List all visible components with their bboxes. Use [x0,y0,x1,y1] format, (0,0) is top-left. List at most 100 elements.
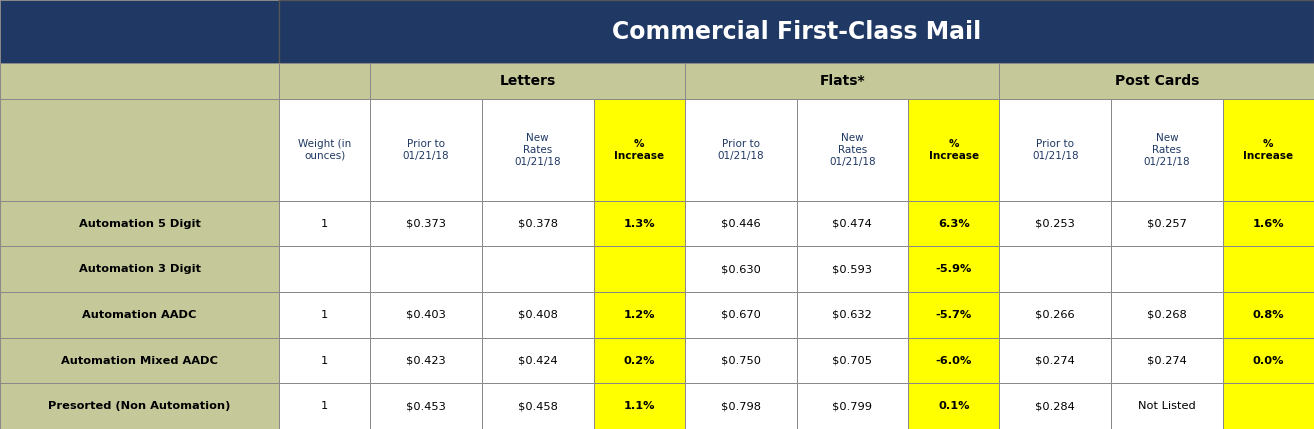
Bar [796,246,908,292]
Text: $0.630: $0.630 [721,264,761,274]
Bar [685,246,796,292]
Bar [908,201,1000,246]
Text: $0.284: $0.284 [1035,401,1075,411]
Bar [685,384,796,429]
Bar [796,338,908,384]
Bar [0,292,279,338]
Text: Prior to
01/21/18: Prior to 01/21/18 [1031,139,1079,161]
Text: $0.799: $0.799 [832,401,872,411]
Bar [1000,292,1112,338]
Bar [0,63,279,99]
Bar [1112,246,1223,292]
Bar [0,246,279,292]
Bar [594,338,685,384]
Text: $0.750: $0.750 [720,356,761,366]
Text: Automation 5 Digit: Automation 5 Digit [79,219,201,229]
Bar [279,292,371,338]
Bar [908,99,1000,201]
Text: $0.446: $0.446 [721,219,761,229]
Text: -5.7%: -5.7% [936,310,972,320]
Text: $0.798: $0.798 [720,401,761,411]
Text: 1: 1 [321,219,328,229]
Bar [279,99,371,201]
Bar [594,292,685,338]
Text: Presorted (Non Automation): Presorted (Non Automation) [49,401,231,411]
Text: $0.453: $0.453 [406,401,445,411]
Text: $0.632: $0.632 [833,310,872,320]
Bar [371,292,482,338]
Bar [594,99,685,201]
Text: 0.8%: 0.8% [1252,310,1284,320]
Bar [594,201,685,246]
Bar [371,246,482,292]
Bar [0,201,279,246]
Text: -6.0%: -6.0% [936,356,972,366]
Text: 1: 1 [321,401,328,411]
Text: $0.268: $0.268 [1147,310,1187,320]
Text: $0.458: $0.458 [518,401,557,411]
Bar [908,246,1000,292]
Text: Not Listed: Not Listed [1138,401,1196,411]
Bar [1223,99,1314,201]
Bar [685,99,796,201]
Text: $0.593: $0.593 [832,264,872,274]
Bar [908,384,1000,429]
Bar [685,63,1000,99]
Bar [1223,384,1314,429]
Bar [0,384,279,429]
Text: 1.3%: 1.3% [623,219,656,229]
Text: 1: 1 [321,356,328,366]
Text: 1.1%: 1.1% [624,401,654,411]
Bar [279,246,371,292]
Text: $0.423: $0.423 [406,356,445,366]
Bar [482,292,594,338]
Bar [1112,338,1223,384]
Text: %
Increase: % Increase [614,139,665,161]
Bar [685,338,796,384]
Bar [1000,338,1112,384]
Text: $0.266: $0.266 [1035,310,1075,320]
Text: 1.6%: 1.6% [1252,219,1284,229]
Text: New
Rates
01/21/18: New Rates 01/21/18 [829,133,875,167]
Bar [371,201,482,246]
Text: 0.1%: 0.1% [938,401,970,411]
Bar [0,99,279,201]
Text: 1: 1 [321,310,328,320]
Text: 1.2%: 1.2% [624,310,654,320]
Text: Weight (in
ounces): Weight (in ounces) [298,139,351,161]
Text: $0.474: $0.474 [833,219,872,229]
Text: Commercial First-Class Mail: Commercial First-Class Mail [612,20,982,44]
Text: $0.373: $0.373 [406,219,447,229]
Text: $0.274: $0.274 [1147,356,1187,366]
Bar [0,0,279,63]
Bar [482,201,594,246]
Bar [1223,338,1314,384]
Bar [1112,292,1223,338]
Bar [279,201,371,246]
Bar [594,246,685,292]
Bar [1223,292,1314,338]
Bar [1000,201,1112,246]
Bar [482,338,594,384]
Bar [482,246,594,292]
Text: $0.408: $0.408 [518,310,557,320]
Bar [371,63,685,99]
Bar [1223,201,1314,246]
Bar [371,384,482,429]
Bar [279,63,371,99]
Bar [796,201,908,246]
Bar [1000,99,1112,201]
Text: $0.378: $0.378 [518,219,557,229]
Bar [1223,246,1314,292]
Text: Post Cards: Post Cards [1114,74,1198,88]
Text: $0.253: $0.253 [1035,219,1075,229]
Bar [1112,201,1223,246]
Bar [908,338,1000,384]
Bar [1112,384,1223,429]
Text: 6.3%: 6.3% [938,219,970,229]
Bar [371,338,482,384]
Text: Prior to
01/21/18: Prior to 01/21/18 [717,139,763,161]
Text: 0.2%: 0.2% [624,356,654,366]
Text: -5.9%: -5.9% [936,264,972,274]
Bar [1000,384,1112,429]
